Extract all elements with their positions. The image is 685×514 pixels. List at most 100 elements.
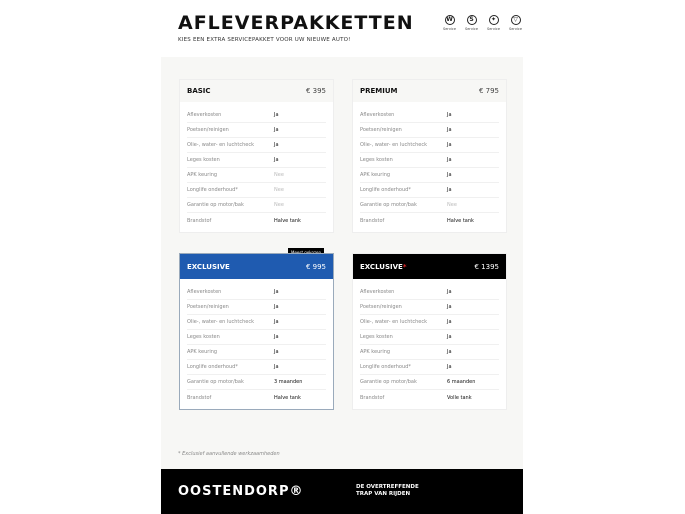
star-mark: * (402, 262, 407, 271)
package-card[interactable]: EXCLUSIVE € 995 Afleverkosten Ja Poetsen/rei… (179, 253, 334, 410)
package-name-text: BASIC (187, 87, 211, 95)
feature-label: APK keuring (187, 172, 218, 178)
package-row: Olie-, water- en luchtcheck Ja (360, 315, 499, 330)
package-name-text: EXCLUSIVE (187, 262, 230, 271)
tagline-line: TRAP VAN RIJDEN (356, 491, 411, 497)
feature-label: Brandstof (360, 217, 385, 224)
feature-value: Ja (447, 157, 452, 163)
footnote: * Exclusief aanvullende werkzaamheden (178, 451, 280, 457)
feature-value: Ja (274, 127, 279, 133)
package-card[interactable]: EXCLUSIVE* € 1395 Afleverkosten Ja Poetsen/r… (352, 253, 507, 410)
feature-label: Longlife onderhoud* (360, 187, 411, 193)
tagline-line: DE OVERTREFFENDE (356, 484, 419, 490)
package-row: Brandstof Volle tank (360, 390, 499, 405)
feature-value: Nee (447, 202, 457, 208)
package-row: APK keuring Ja (360, 168, 499, 183)
feature-value: Ja (447, 142, 452, 148)
feature-label: Afleverkosten (360, 112, 395, 118)
package-row: Leges kosten Ja (360, 153, 499, 168)
feature-label: APK keuring (187, 349, 218, 355)
oostendorp-logo: OOSTENDORP® (178, 484, 304, 499)
feature-label: Leges kosten (187, 157, 220, 163)
feature-label: Olie-, water- en luchtcheck (360, 319, 428, 325)
page-title: AFLEVERPAKKETTEN (178, 12, 414, 34)
feature-value: Ja (447, 112, 452, 118)
feature-value: Nee (274, 187, 284, 193)
package-row: Garantie op motor/bak 3 maanden (187, 375, 326, 390)
package-price: € 995 (305, 262, 326, 271)
feature-label: Poetsen/reinigen (360, 127, 402, 133)
package-name-text: EXCLUSIVE (360, 262, 403, 271)
page-subtitle: KIES EEN EXTRA SERVICEPAKKET VOOR UW NIE… (178, 37, 351, 43)
package-row: Leges kosten Ja (187, 330, 326, 345)
feature-label: Longlife onderhoud* (187, 364, 238, 370)
feature-value: Ja (447, 349, 452, 355)
feature-label: Afleverkosten (187, 112, 222, 118)
feature-label: Brandstof (187, 217, 212, 224)
package-price: € 1395 (474, 262, 500, 271)
package-name: EXCLUSIVE* (360, 263, 406, 271)
package-price: € 395 (305, 87, 326, 95)
most-chosen-badge: Meest gekozen (288, 248, 325, 257)
feature-value: Ja (447, 319, 452, 325)
vw-logo-icon: W (444, 15, 455, 25)
package-row: Brandstof Halve tank (360, 213, 499, 228)
cupra-logo-icon: ▽ (510, 15, 521, 25)
feature-label: Leges kosten (360, 334, 393, 340)
package-row: Garantie op motor/bak Nee (187, 198, 326, 213)
package-row: Poetsen/reinigen Ja (187, 123, 326, 138)
feature-label: Olie-, water- en luchtcheck (360, 142, 428, 148)
feature-value: Ja (274, 289, 279, 295)
brand-logo: ✦ Service (487, 15, 500, 31)
package-header: EXCLUSIVE € 995 (180, 254, 333, 279)
package-row: APK keuring Ja (187, 345, 326, 360)
feature-label: APK keuring (360, 172, 391, 178)
feature-value: Ja (447, 289, 452, 295)
feature-label: Poetsen/reinigen (187, 304, 229, 310)
feature-label: Garantie op motor/bak (187, 379, 244, 385)
feature-value: 6 maanden (447, 379, 476, 385)
feature-label: Longlife onderhoud* (360, 364, 411, 370)
package-card[interactable]: BASIC € 395 Afleverkosten Ja Poetsen/reinige… (179, 79, 334, 233)
feature-value: Nee (274, 202, 284, 208)
package-row: Longlife onderhoud* Ja (187, 360, 326, 375)
feature-value: Ja (274, 157, 279, 163)
package-row: Longlife onderhoud* Ja (360, 360, 499, 375)
feature-label: Leges kosten (360, 157, 393, 163)
feature-label: Olie-, water- en luchtcheck (187, 142, 255, 148)
feature-label: Poetsen/reinigen (187, 127, 229, 133)
feature-value: Ja (274, 349, 279, 355)
feature-label: Afleverkosten (187, 289, 222, 295)
package-row: Olie-, water- en luchtcheck Ja (187, 138, 326, 153)
feature-value: Halve tank (447, 217, 474, 224)
package-row: Longlife onderhoud* Ja (360, 183, 499, 198)
package-row: Brandstof Halve tank (187, 213, 326, 228)
package-row: Poetsen/reinigen Ja (360, 300, 499, 315)
package-row: APK keuring Nee (187, 168, 326, 183)
package-row: Afleverkosten Ja (360, 108, 499, 123)
feature-label: Olie-, water- en luchtcheck (187, 319, 255, 325)
feature-label: Poetsen/reinigen (360, 304, 402, 310)
feature-label: Garantie op motor/bak (360, 379, 417, 385)
footer: OOSTENDORP® DE OVERTREFFENDE TRAP VAN RIJ… (161, 469, 523, 514)
feature-value: 3 maanden (274, 379, 303, 385)
package-card[interactable]: PREMIUM € 795 Afleverkosten Ja Poetsen/reini… (352, 79, 507, 233)
feature-value: Ja (274, 304, 279, 310)
feature-label: Garantie op motor/bak (360, 202, 417, 208)
feature-label: Longlife onderhoud* (187, 187, 238, 193)
feature-value: Ja (447, 364, 452, 370)
feature-value: Ja (274, 142, 279, 148)
feature-value: Volle tank (447, 394, 472, 401)
feature-label: APK keuring (360, 349, 391, 355)
feature-value: Ja (274, 319, 279, 325)
footer-tagline: DE OVERTREFFENDE TRAP VAN RIJDEN (356, 484, 419, 498)
feature-value: Ja (274, 334, 279, 340)
package-header: PREMIUM € 795 (353, 80, 506, 102)
feature-label: Brandstof (360, 394, 385, 401)
feature-value: Ja (274, 364, 279, 370)
package-row: Garantie op motor/bak 6 maanden (360, 375, 499, 390)
package-row: Olie-, water- en luchtcheck Ja (187, 315, 326, 330)
skoda-logo-icon: ✦ (488, 15, 499, 25)
feature-value: Ja (447, 187, 452, 193)
package-row: Poetsen/reinigen Ja (187, 300, 326, 315)
